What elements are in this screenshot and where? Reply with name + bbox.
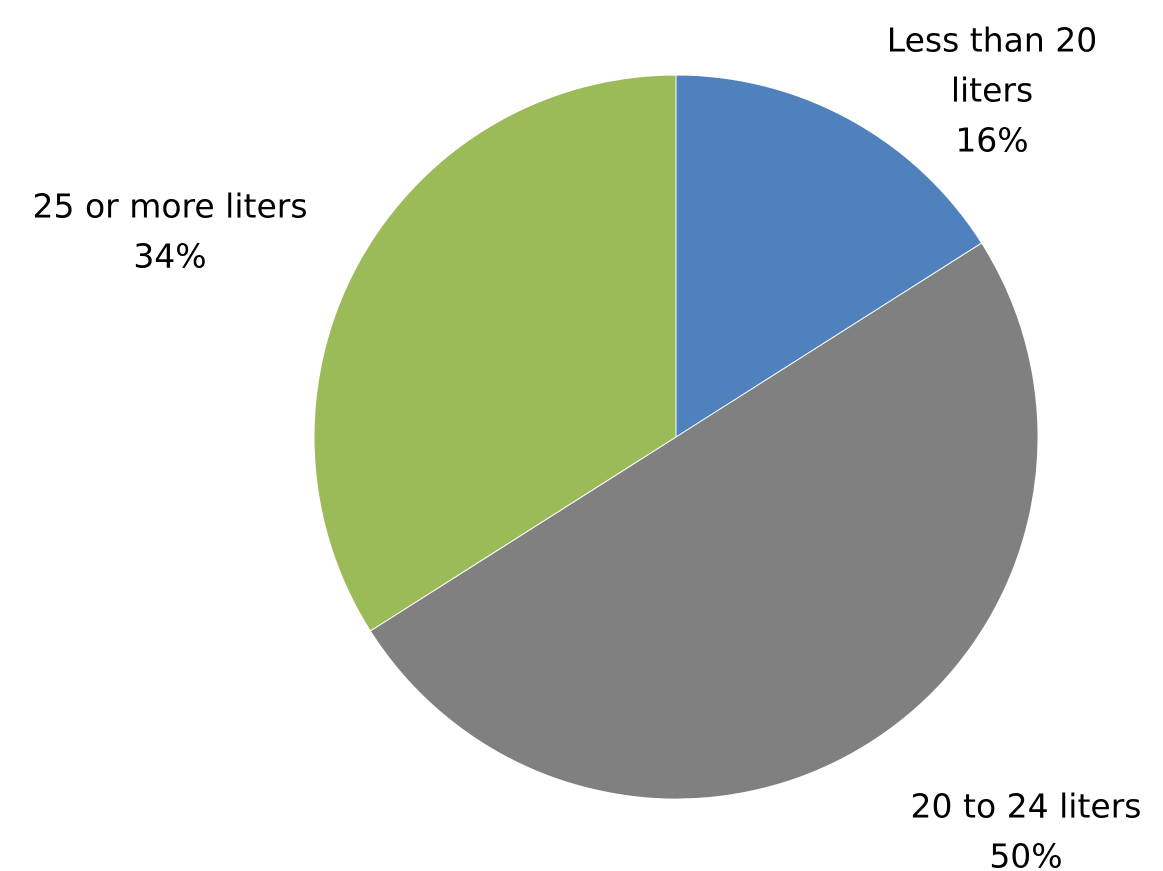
- pie-slice-3: [313, 74, 677, 632]
- slice-value-label: 16%: [955, 121, 1028, 160]
- slice-value-label: 34%: [133, 237, 206, 276]
- slice-label-3: 25 or more liters 34%: [32, 187, 307, 276]
- slice-value-label: 50%: [989, 837, 1062, 871]
- pie-slice-1: [675, 74, 983, 438]
- slice-category-label: 25 or more liters: [32, 187, 307, 226]
- pie-slices: [313, 74, 1039, 800]
- slice-category-label: 20 to 24 liters: [911, 787, 1142, 826]
- slice-category-label: liters: [951, 71, 1033, 110]
- pie-slice-2: [369, 242, 1039, 800]
- slice-label-2: 20 to 24 liters 50%: [911, 787, 1142, 871]
- slice-label-1: Less than 20 liters 16%: [887, 21, 1097, 160]
- slice-category-label: Less than 20: [887, 21, 1097, 60]
